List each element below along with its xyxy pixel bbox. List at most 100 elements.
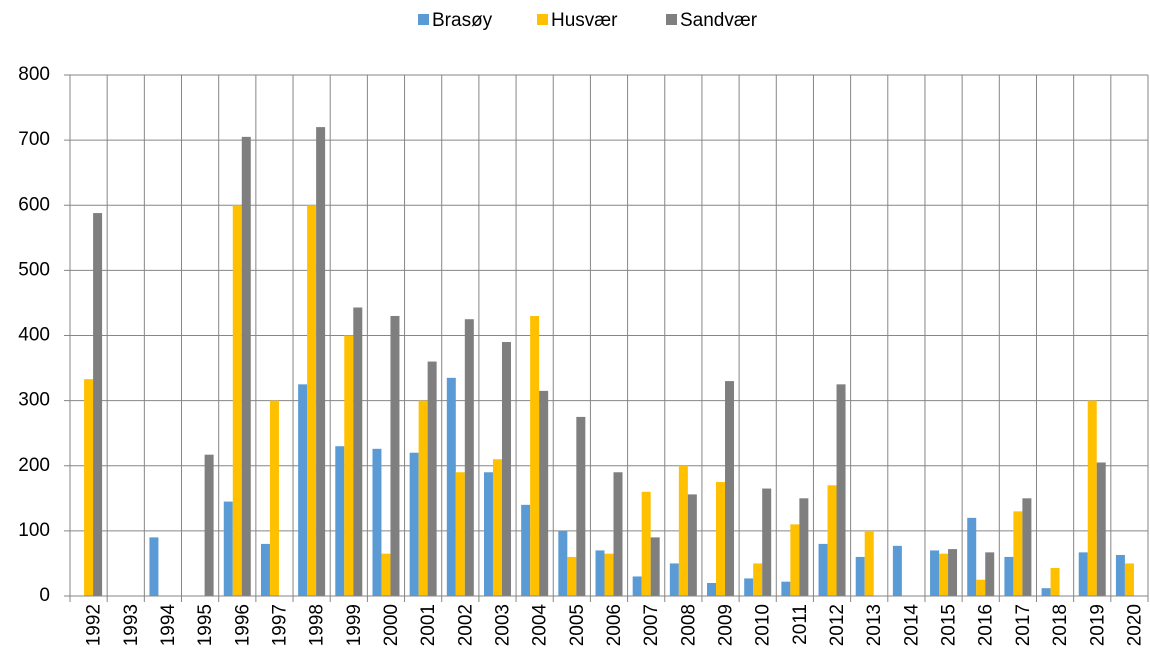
bar [335,446,345,596]
bar [344,335,354,596]
x-tick-label: 1992 [84,604,105,646]
bar [298,384,308,596]
bar [799,498,809,596]
bar [372,448,382,596]
bar [223,501,233,596]
bar [483,472,493,596]
bar [707,582,717,596]
bar [539,390,549,596]
bar [93,213,103,596]
bar [1022,498,1032,596]
bar [521,504,531,596]
bar [604,553,614,596]
bar [464,319,474,596]
legend-swatch [418,14,429,25]
bar [595,550,605,596]
x-tick-label: 2017 [1013,604,1034,646]
y-tick-label: 700 [18,129,50,150]
bar [576,416,586,596]
bar [818,543,828,596]
bar [613,472,623,596]
bar [939,553,949,596]
x-tick-label: 2005 [567,604,588,646]
bar [948,549,958,596]
y-tick-label: 800 [18,64,50,85]
y-tick-label: 300 [18,390,50,411]
x-tick-label: 2011 [790,604,811,645]
bar [1050,567,1060,596]
x-tick-label: 2015 [939,604,960,646]
bar [446,377,456,596]
y-tick-label: 100 [18,520,50,541]
y-tick-label: 400 [18,325,50,346]
legend-swatch [537,14,548,25]
x-tick-label: 2012 [827,604,848,646]
bar [669,563,679,596]
x-tick-label: 1997 [269,604,290,646]
bar [501,342,511,596]
bar [204,454,214,596]
bar [1115,554,1125,596]
bar [790,524,800,596]
bar [232,205,242,596]
bar [1041,588,1051,596]
x-tick-label: 1999 [344,604,365,646]
x-tick-label: 2009 [716,604,737,646]
bar [307,205,317,596]
bar [1013,511,1023,596]
x-tick-label: 2003 [492,604,513,646]
bar [269,400,279,596]
x-tick-label: 2002 [455,604,476,646]
bar [353,307,363,596]
x-tick-label: 2018 [1050,604,1071,646]
legend-swatch [666,14,677,25]
y-tick-label: 200 [18,455,50,476]
bar [1096,462,1106,596]
bar [892,545,902,596]
bar [418,400,428,596]
x-tick-label: 2007 [641,604,662,646]
y-tick-label: 500 [18,259,50,280]
bar [687,494,697,596]
bar [716,482,726,596]
y-tick-label: 0 [39,585,50,606]
bar [455,472,465,596]
x-tick-label: 1995 [195,604,216,646]
bar [641,491,651,596]
bar [316,127,326,596]
x-tick-label: 1998 [307,604,328,646]
x-tick-label: 2013 [864,604,885,646]
legend-label: Husvær [551,10,618,31]
x-tick-label: 2020 [1124,604,1145,646]
bar [762,488,772,596]
x-tick-label: 1994 [158,604,179,647]
bar [836,384,846,596]
x-tick-label: 2004 [530,604,551,647]
bar [985,552,995,596]
x-tick-label: 2019 [1087,604,1108,646]
x-tick-label: 2008 [678,604,699,646]
legend-label: Brasøy [432,10,493,31]
bar [409,452,419,596]
bar [1087,400,1097,596]
bar [744,578,754,596]
legend-label: Sandvær [680,10,758,31]
bar [381,553,391,596]
bar [650,537,660,596]
bar [967,517,977,596]
bar [558,530,568,596]
bar [390,315,400,596]
bar [1124,563,1134,596]
bar [678,465,688,596]
bar [827,485,837,596]
x-tick-label: 2000 [381,604,402,646]
bar [1078,552,1088,596]
bar [781,581,791,596]
bar [530,315,540,596]
x-tick-label: 2001 [418,604,439,646]
bar [427,361,437,596]
bar [930,550,940,596]
bar [753,563,763,596]
bar [864,530,874,596]
